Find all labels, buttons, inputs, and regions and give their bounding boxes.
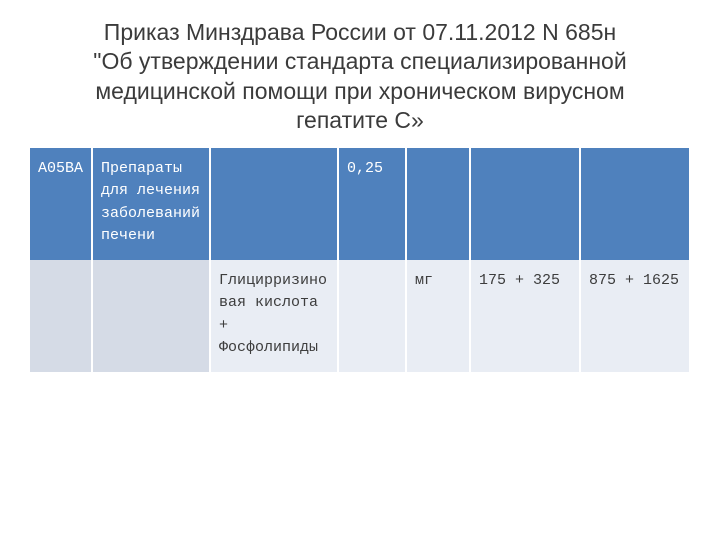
hdr-dose-course: [580, 148, 690, 260]
hdr-coef: 0,25: [338, 148, 406, 260]
hdr-drug: [210, 148, 338, 260]
hdr-unit: [406, 148, 470, 260]
cell-unit: мг: [406, 260, 470, 372]
cell-dose-course: 875 + 1625: [580, 260, 690, 372]
cell-group: [92, 260, 210, 372]
cell-dose-day: 175 + 325: [470, 260, 580, 372]
table-header-row: A05BA Препараты для лечения заболеваний …: [30, 148, 690, 260]
cell-code: [30, 260, 92, 372]
title-line-2: "Об утверждении стандарта специализирова…: [93, 48, 626, 133]
cell-coef: [338, 260, 406, 372]
cell-drug: Глицирризиновая кислота + Фосфолипиды: [210, 260, 338, 372]
page-title: Приказ Минздрава России от 07.11.2012 N …: [50, 18, 670, 136]
title-line-1: Приказ Минздрава России от 07.11.2012 N …: [104, 19, 616, 45]
hdr-code: A05BA: [30, 148, 92, 260]
table-row: Глицирризиновая кислота + Фосфолипиды мг…: [30, 260, 690, 372]
hdr-dose-day: [470, 148, 580, 260]
standards-table: A05BA Препараты для лечения заболеваний …: [30, 148, 691, 372]
hdr-group: Препараты для лечения заболеваний печени: [92, 148, 210, 260]
